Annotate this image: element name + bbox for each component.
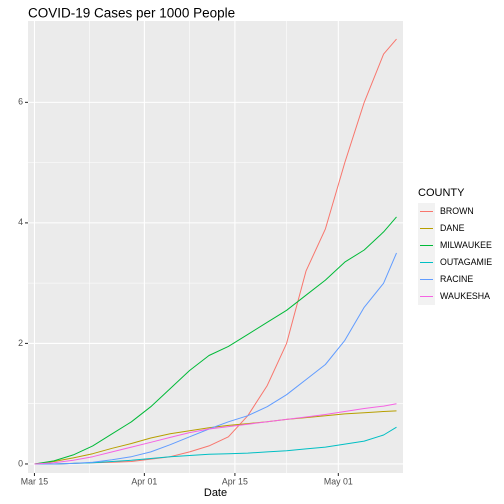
y-tick-label: 2 xyxy=(18,338,23,348)
y-tick-label: 0 xyxy=(18,458,23,468)
x-tick-label: May 01 xyxy=(324,476,353,486)
legend-item-dane: DANE xyxy=(418,220,465,237)
y-tick-label: 6 xyxy=(18,97,23,107)
legend-label: BROWN xyxy=(440,206,474,216)
legend-title: COUNTY xyxy=(418,187,465,199)
legend-label: WAUKESHA xyxy=(440,291,490,301)
legend: COUNTY BROWN DANE MILWAUKEE OUTAGAMIE RACINE… xyxy=(418,187,492,305)
legend-label: MILWAUKEE xyxy=(440,240,492,250)
legend-item-outagamie: OUTAGAMIE xyxy=(418,254,492,271)
legend-item-waukesha: WAUKESHA xyxy=(418,288,490,305)
legend-item-racine: RACINE xyxy=(418,271,473,288)
y-axis: 0 2 4 6 xyxy=(18,97,28,469)
x-axis-title: Date xyxy=(204,487,227,499)
x-axis: Mar 15 Apr 01 Apr 15 May 01 xyxy=(21,473,353,486)
legend-item-brown: BROWN xyxy=(418,203,474,220)
x-tick-label: Apr 01 xyxy=(131,476,157,486)
legend-label: DANE xyxy=(440,223,465,233)
plot-panel xyxy=(28,21,403,473)
y-tick-label: 4 xyxy=(18,217,23,227)
legend-item-milwaukee: MILWAUKEE xyxy=(418,237,492,254)
chart-title: COVID-19 Cases per 1000 People xyxy=(28,6,235,21)
x-tick-label: Apr 15 xyxy=(222,476,248,486)
x-tick-label: Mar 15 xyxy=(21,476,48,486)
legend-label: OUTAGAMIE xyxy=(440,257,492,267)
legend-label: RACINE xyxy=(440,274,473,284)
